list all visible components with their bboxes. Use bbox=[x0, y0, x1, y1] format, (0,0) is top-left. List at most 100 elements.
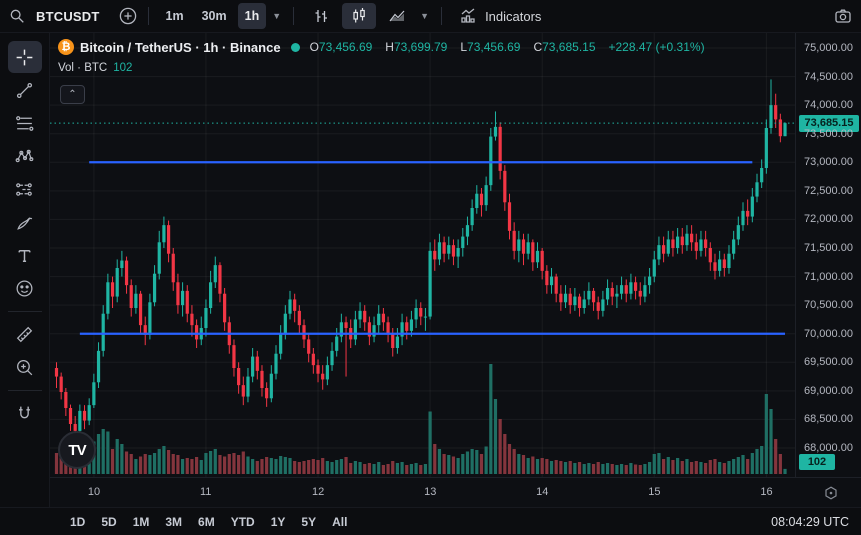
volume-bar bbox=[680, 461, 684, 474]
candle-body bbox=[209, 282, 213, 308]
timeframe-1h[interactable]: 1h bbox=[237, 3, 267, 29]
timeframe-menu-chevron-icon[interactable]: ▼ bbox=[272, 11, 282, 21]
range-button-all[interactable]: All bbox=[332, 514, 348, 529]
candle-body bbox=[316, 365, 320, 374]
candle-body bbox=[367, 322, 371, 337]
price-tick: 72,000.00 bbox=[804, 213, 853, 226]
volume-bar bbox=[190, 459, 194, 474]
range-button-1m[interactable]: 1M bbox=[132, 514, 150, 529]
candle-body bbox=[363, 310, 367, 323]
range-button-1d[interactable]: 1D bbox=[70, 514, 86, 529]
tool-fib-retracement[interactable] bbox=[8, 107, 42, 139]
volume-bar bbox=[493, 399, 498, 474]
range-button-5d[interactable]: 5D bbox=[101, 514, 117, 529]
indicators-button[interactable]: Indicators bbox=[452, 3, 547, 29]
candle-body bbox=[251, 356, 255, 377]
tool-xabcd-pattern[interactable] bbox=[8, 140, 42, 172]
camera-snapshot-icon[interactable] bbox=[833, 6, 853, 26]
candle-body bbox=[255, 356, 259, 371]
axis-settings-gear-icon[interactable] bbox=[823, 485, 839, 501]
tool-magnet[interactable] bbox=[8, 397, 42, 429]
tool-crosshair[interactable] bbox=[7, 41, 42, 73]
chart-type-area-icon[interactable] bbox=[380, 3, 414, 29]
tradingview-logo[interactable]: TV bbox=[58, 431, 96, 469]
compare-add-icon[interactable] bbox=[118, 6, 138, 26]
volume-bar bbox=[498, 419, 502, 474]
candle-body bbox=[615, 293, 619, 297]
timeframe-1m[interactable]: 1m bbox=[165, 9, 184, 23]
candle-body bbox=[633, 282, 638, 291]
candle-body bbox=[325, 365, 329, 380]
time-tick: 10 bbox=[87, 486, 101, 498]
candle-body bbox=[676, 236, 680, 248]
candle-body bbox=[442, 242, 446, 254]
timeframe-30m[interactable]: 30m bbox=[201, 9, 227, 23]
chart-type-menu-chevron-icon[interactable]: ▼ bbox=[420, 11, 430, 21]
symbol-button[interactable]: BTCUSDT bbox=[30, 3, 106, 29]
volume-bar bbox=[671, 460, 675, 474]
range-button-6m[interactable]: 6M bbox=[198, 514, 215, 529]
range-button-ytd[interactable]: YTD bbox=[230, 514, 255, 529]
candle-body bbox=[433, 250, 437, 260]
legend-symbol-title[interactable]: Bitcoin / TetherUS · 1h · Binance bbox=[80, 39, 281, 55]
volume-bar bbox=[59, 455, 63, 474]
candle-body bbox=[456, 248, 460, 257]
candle-body bbox=[241, 385, 245, 397]
candle-body bbox=[685, 233, 689, 246]
volume-bar bbox=[227, 454, 231, 474]
toolbar-divider bbox=[147, 7, 149, 25]
chart-type-bars-icon[interactable] bbox=[304, 3, 338, 29]
tool-text[interactable] bbox=[8, 239, 42, 271]
volume-bar bbox=[321, 458, 325, 474]
volume-bar bbox=[526, 458, 530, 474]
ohlc-high: H73,699.79 bbox=[385, 40, 448, 54]
volume-bar bbox=[479, 454, 484, 474]
range-button-1y[interactable]: 1Y bbox=[270, 514, 286, 529]
tool-trend-line[interactable] bbox=[8, 74, 42, 106]
volume-bar bbox=[316, 460, 320, 474]
chart-type-candles-icon[interactable] bbox=[342, 3, 377, 29]
candle-body bbox=[381, 313, 385, 323]
candle-body bbox=[582, 299, 586, 308]
toolbar-divider bbox=[293, 7, 295, 25]
candle-body bbox=[624, 285, 628, 294]
volume-bar bbox=[395, 463, 400, 474]
volume-bar bbox=[442, 454, 446, 474]
range-button-5y[interactable]: 5Y bbox=[301, 514, 317, 529]
price-pane[interactable] bbox=[50, 33, 795, 477]
candle-body bbox=[563, 293, 568, 303]
tool-ruler[interactable] bbox=[8, 318, 42, 350]
candle-body bbox=[190, 313, 194, 326]
candle-body bbox=[704, 239, 708, 248]
candle-body bbox=[120, 260, 124, 268]
tool-emoji[interactable] bbox=[8, 272, 42, 304]
volume-label: Vol · BTC bbox=[58, 62, 108, 74]
tool-zoom-in[interactable] bbox=[8, 351, 42, 383]
volume-bar bbox=[353, 461, 357, 474]
volume-bar bbox=[311, 459, 315, 474]
volume-bar bbox=[549, 461, 554, 474]
candle-body bbox=[503, 170, 507, 203]
candle-body bbox=[750, 196, 754, 217]
search-icon[interactable] bbox=[8, 7, 26, 25]
price-tick: 69,500.00 bbox=[804, 356, 853, 369]
candle-body bbox=[171, 253, 175, 283]
candle-body bbox=[180, 290, 185, 306]
volume-bar bbox=[251, 459, 255, 474]
tool-long-position[interactable] bbox=[8, 173, 42, 205]
range-button-3m[interactable]: 3M bbox=[165, 514, 183, 529]
time-axis[interactable]: 10 11 12 13 14 15 16 bbox=[50, 477, 861, 507]
legend-collapse-button[interactable]: ⌃ bbox=[60, 85, 85, 104]
price-tick: 73,500.00 bbox=[804, 127, 853, 140]
volume-bar bbox=[124, 451, 129, 474]
candle-body bbox=[713, 262, 717, 271]
volume-bar bbox=[148, 455, 152, 474]
volume-bar bbox=[101, 429, 105, 474]
price-axis[interactable]: 73,685.15 102 75,000.00 74,500.00 74,000.0… bbox=[795, 33, 861, 477]
tool-brush[interactable] bbox=[8, 206, 42, 238]
candle-body bbox=[232, 345, 236, 368]
volume-bar bbox=[484, 446, 488, 474]
clock-utc[interactable]: 08:04:29 UTC bbox=[771, 514, 849, 529]
volume-bar bbox=[573, 463, 577, 474]
candle-body bbox=[414, 308, 418, 320]
